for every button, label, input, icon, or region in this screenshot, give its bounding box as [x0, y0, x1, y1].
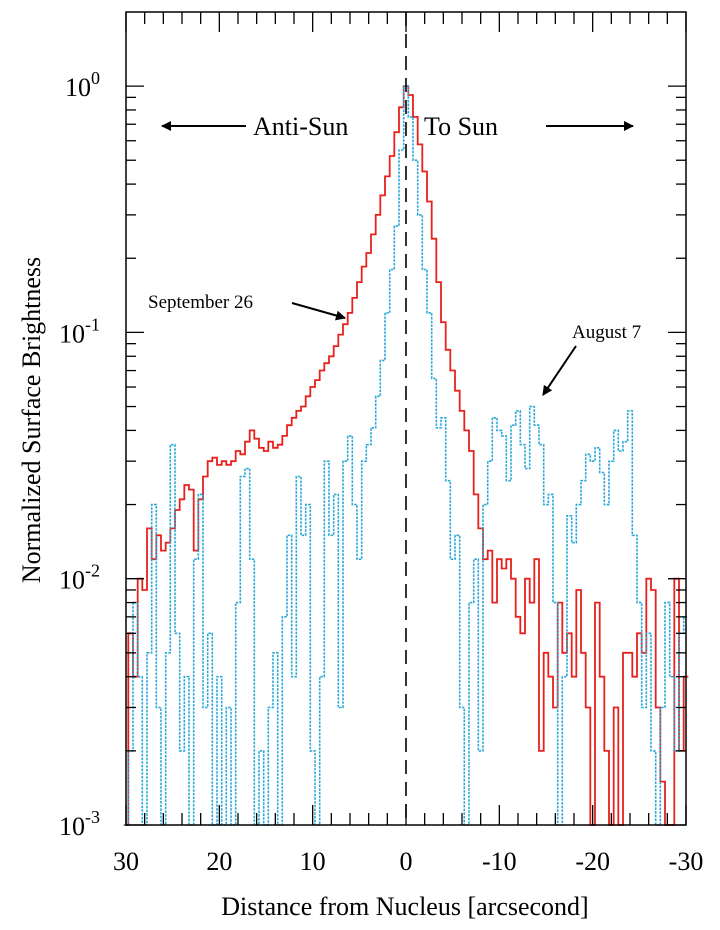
august-7-arrow	[542, 345, 577, 396]
y-tick-exponent: -1	[85, 314, 100, 334]
y-tick-label: 100	[65, 68, 100, 102]
x-tick-label: 20	[206, 847, 232, 876]
y-tick-label: 10-3	[59, 807, 100, 841]
x-tick-label: 10	[300, 847, 326, 876]
x-tick-label: -20	[575, 847, 610, 876]
y-tick-base: 10	[59, 319, 85, 348]
y-tick-exponent: 0	[91, 68, 100, 88]
plot-frame	[125, 11, 687, 826]
x-tick-label: 30	[113, 847, 139, 876]
august-7-label: August 7	[572, 322, 641, 343]
y-tick-base: 10	[65, 73, 91, 102]
y-tick-label: 10-2	[59, 561, 100, 595]
y-tick-label: 10-1	[59, 314, 100, 348]
y-tick-exponent: -3	[85, 807, 100, 827]
anti-sun-label: Anti-Sun	[253, 112, 348, 141]
y-tick-base: 10	[59, 566, 85, 595]
y-axis-label: Normalized Surface Brightness	[17, 257, 46, 583]
september-26-label: September 26	[148, 292, 253, 313]
x-tick-label: -10	[482, 847, 517, 876]
x-tick-label: -30	[669, 847, 704, 876]
x-axis-label: Distance from Nucleus [arcsecond]	[221, 892, 588, 921]
y-tick-exponent: -2	[85, 561, 100, 581]
september-26-arrow	[291, 302, 346, 321]
x-tick-label: 0	[400, 847, 413, 876]
y-tick-base: 10	[59, 812, 85, 841]
to-sun-label: To Sun	[424, 112, 498, 141]
